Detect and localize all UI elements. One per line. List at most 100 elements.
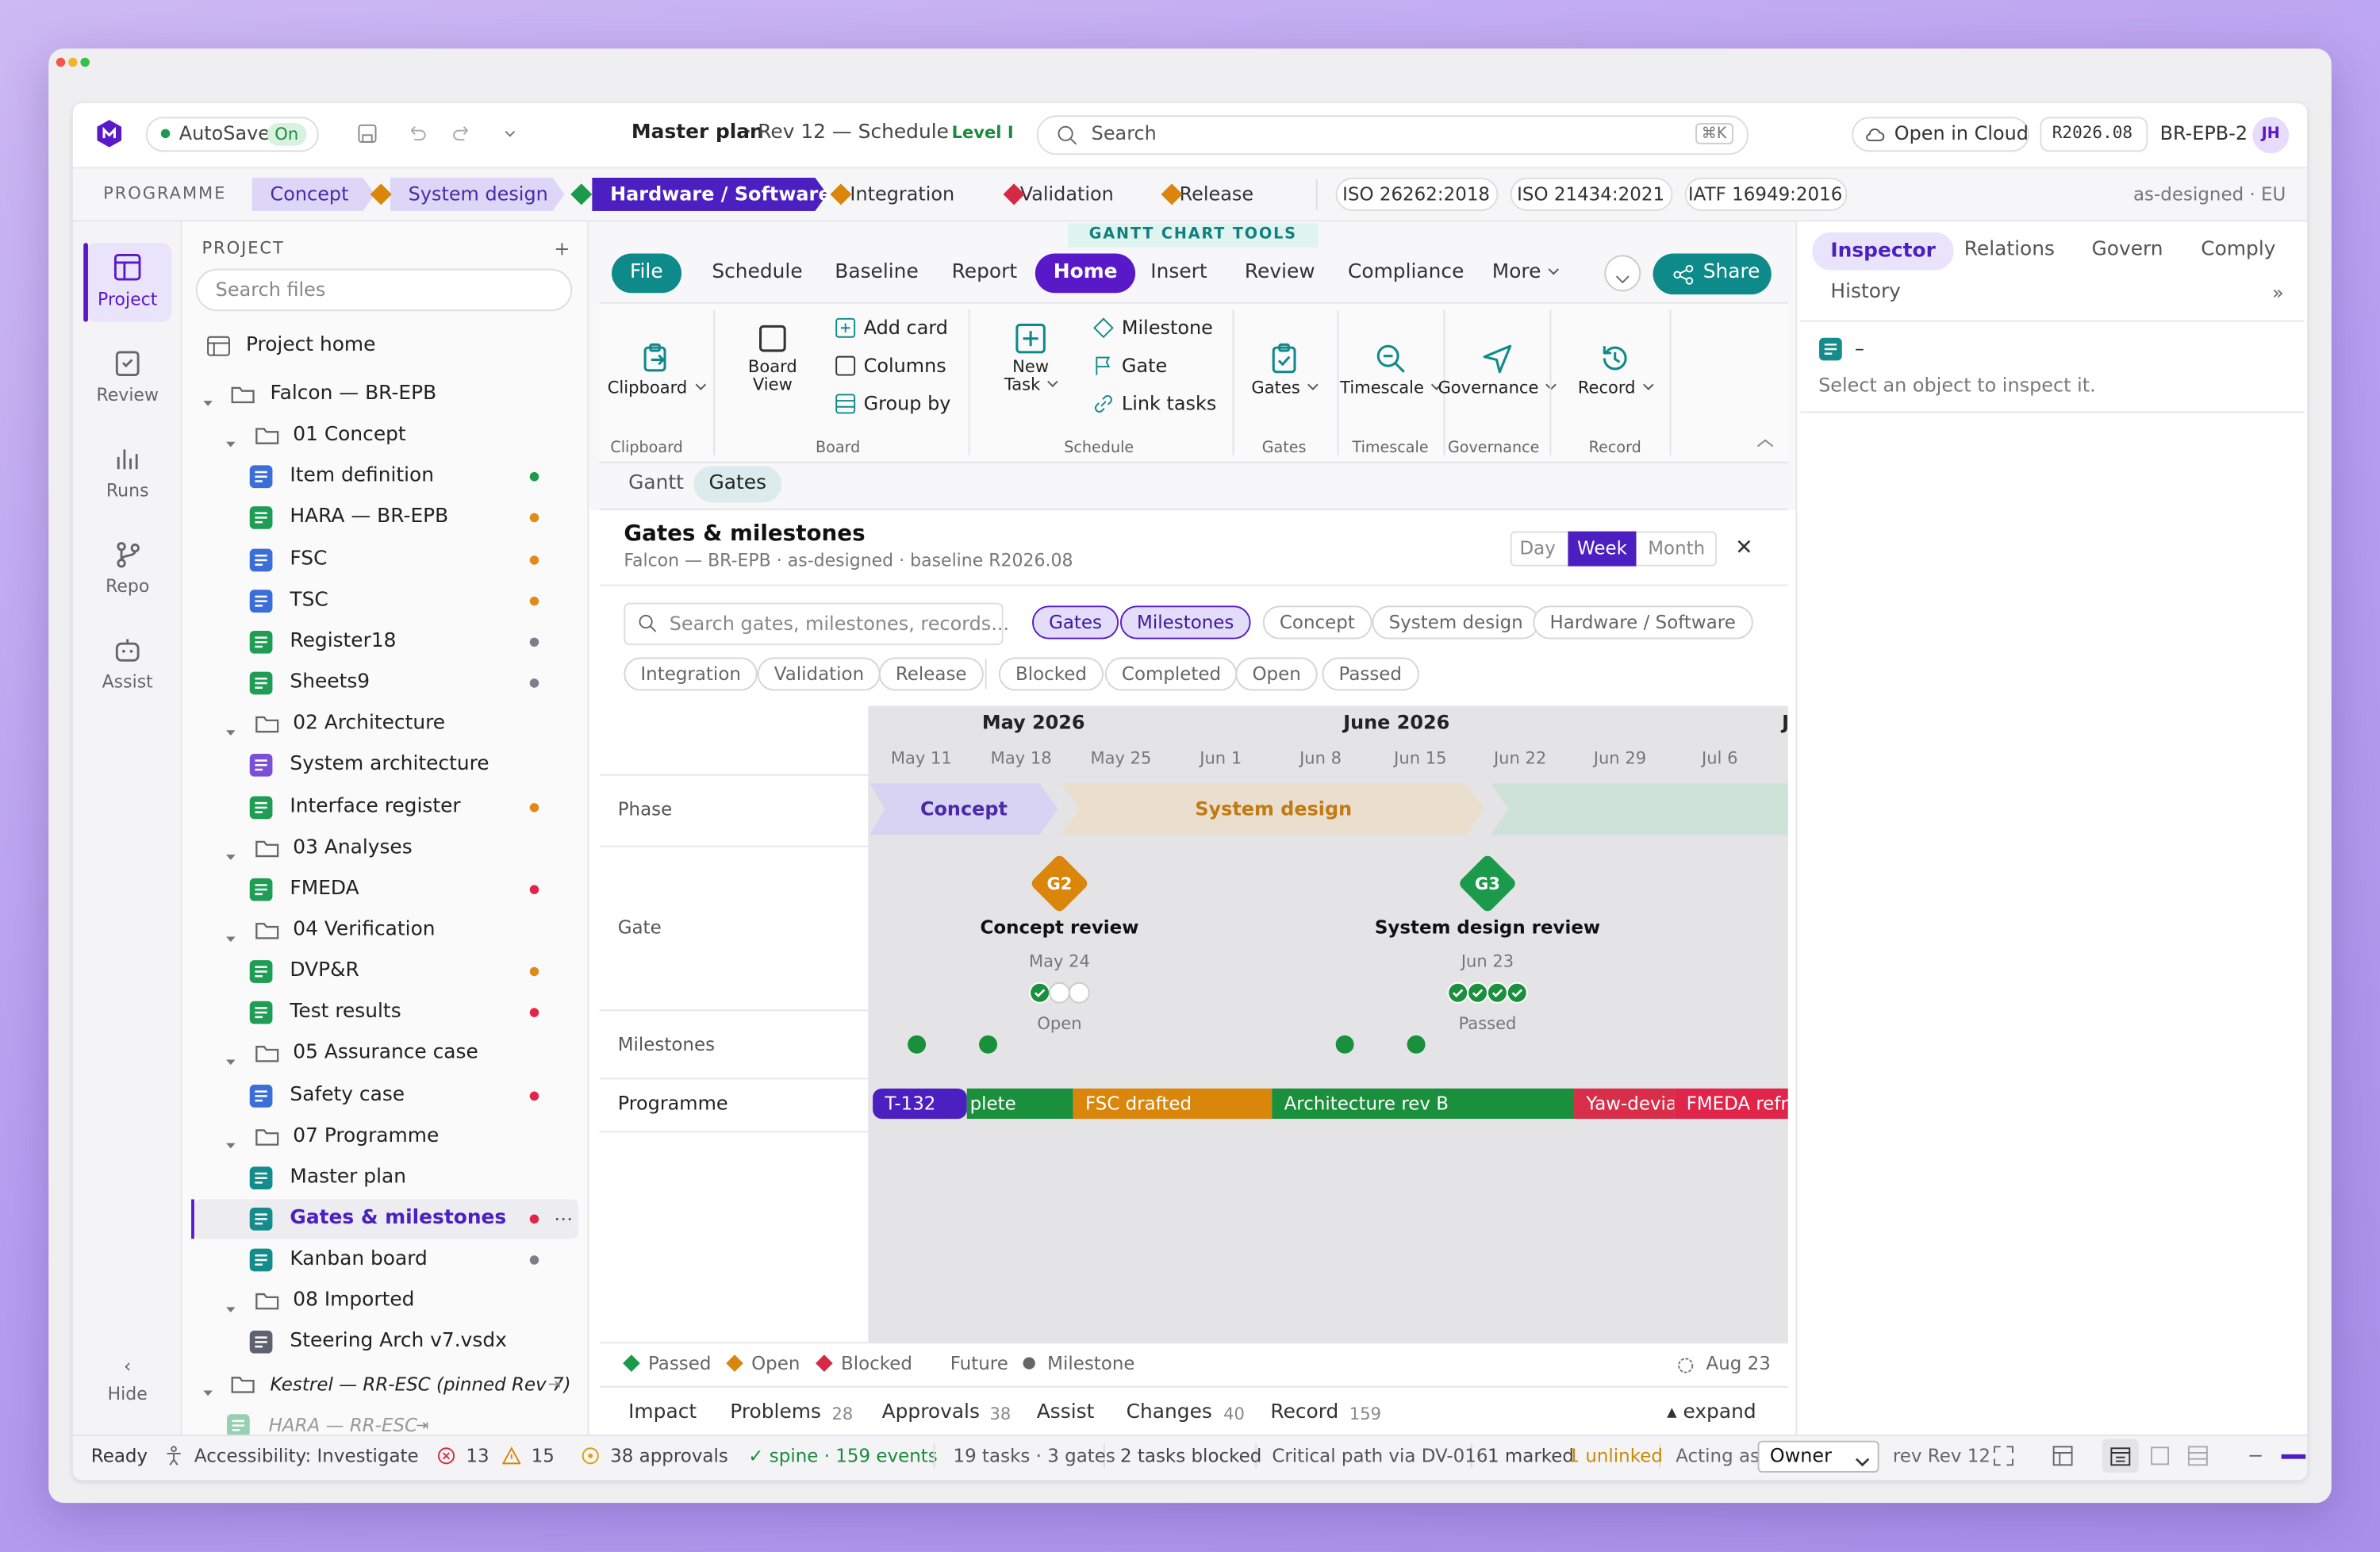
phase-label[interactable]: Release (1179, 182, 1254, 206)
view-tab[interactable]: Gantt (628, 472, 684, 495)
tree-item[interactable]: Kestrel — RR-ESC (pinned Rev 7) (270, 1373, 571, 1395)
filter-chip[interactable]: Validation (757, 657, 881, 691)
ribbon-tab[interactable]: File (612, 253, 681, 294)
filter-search[interactable] (624, 602, 1004, 646)
filter-chip[interactable]: Concept (1262, 605, 1372, 640)
ribbon-button[interactable]: Clipboard (608, 374, 704, 404)
tree-item[interactable]: Register18 (290, 629, 397, 653)
status-spine[interactable]: ✓ spine · 159 events (748, 1445, 938, 1467)
phase-label[interactable]: Concept (270, 182, 349, 206)
tree-item[interactable]: Safety case (290, 1083, 405, 1106)
rail-label[interactable]: Assist (102, 670, 153, 693)
ribbon-small-button[interactable]: Link tasks (1121, 391, 1217, 415)
inspector-more[interactable]: » (2272, 280, 2284, 304)
rail-collapse[interactable]: ‹ (123, 1354, 132, 1377)
expand[interactable]: ▴ expand (1667, 1400, 1756, 1424)
view-tab[interactable]: Gates (693, 466, 782, 503)
status-accessibility[interactable]: Accessibility: Investigate (194, 1445, 419, 1467)
rail-hide[interactable]: Hide (107, 1382, 148, 1404)
tree-item[interactable]: Item definition (290, 465, 435, 488)
filter-chip[interactable]: Passed (1322, 657, 1419, 691)
ribbon-collapse[interactable] (1604, 255, 1641, 292)
tree-item[interactable]: 04 Verification (293, 918, 436, 942)
ribbon-small-button[interactable]: Group by (863, 391, 951, 415)
filter-chip[interactable]: Completed (1104, 657, 1238, 691)
ribbon-tab[interactable]: Review (1244, 261, 1315, 284)
ribbon-tab[interactable]: Report (951, 261, 1018, 284)
ribbon-button[interactable]: Governance (1438, 374, 1555, 404)
cloud-button[interactable] (1852, 117, 2030, 152)
sidebar-search[interactable] (195, 268, 573, 312)
tree-item[interactable]: DVP&R (290, 959, 359, 983)
tree-item[interactable]: 02 Architecture (293, 712, 446, 736)
ribbon-tab[interactable]: Compliance (1347, 261, 1464, 284)
tree-item[interactable]: 05 Assurance case (293, 1042, 478, 1065)
filter-chip[interactable]: Milestones (1119, 605, 1251, 640)
phase-step[interactable] (390, 178, 565, 211)
scale-option[interactable]: Week (1576, 537, 1627, 559)
share-button[interactable] (1653, 253, 1772, 295)
ribbon-button[interactable]: Timescale (1340, 374, 1441, 404)
tree-item[interactable]: Test results (290, 1001, 401, 1024)
status-unlinked[interactable]: 1 unlinked (1568, 1445, 1663, 1467)
status-critical[interactable]: Critical path via DV-016 (1272, 1445, 1488, 1467)
filter-chip[interactable]: Release (878, 657, 984, 691)
inspector-tab[interactable]: Govern (2091, 238, 2163, 262)
view-active[interactable] (2102, 1439, 2139, 1473)
filter-chip[interactable]: Integration (624, 657, 758, 691)
bottom-tab[interactable]: Assist (1036, 1400, 1095, 1424)
tree-item[interactable]: 07 Programme (293, 1124, 440, 1147)
rail-label[interactable]: Repo (106, 575, 150, 597)
role-select[interactable] (1757, 1440, 1879, 1473)
bottom-tab[interactable]: Changes (1126, 1400, 1212, 1424)
rail-label[interactable]: Project (98, 288, 158, 310)
tree-item[interactable]: Kanban board (290, 1247, 428, 1271)
ribbon-small-button[interactable]: Gate (1121, 353, 1168, 377)
phase-label[interactable]: Integration (850, 182, 955, 206)
status-approvals[interactable]: 38 approvals (610, 1445, 728, 1467)
scale-option[interactable]: Month (1648, 537, 1706, 559)
filter-chip[interactable]: Open (1235, 657, 1318, 691)
tree-more[interactable]: ⋯ (554, 1207, 574, 1230)
inspector-tab[interactable]: History (1830, 280, 1901, 304)
ribbon-tab[interactable]: More (1492, 258, 1558, 288)
phase-step[interactable] (252, 178, 375, 211)
phase-label[interactable]: Hardware / Software (610, 182, 831, 206)
ribbon-tab[interactable]: Schedule (712, 261, 803, 284)
ribbon-small-button[interactable]: Add card (863, 315, 948, 339)
filter-chip[interactable]: Gates (1032, 605, 1119, 640)
rail-label[interactable]: Runs (106, 479, 149, 501)
tree-item[interactable]: 03 Analyses (293, 836, 413, 859)
filter-chip[interactable]: Blocked (998, 657, 1104, 691)
inspector-tab[interactable]: Comply (2201, 238, 2276, 262)
ribbon-tab[interactable]: Baseline (835, 261, 919, 284)
rail-label[interactable]: Review (96, 384, 159, 405)
ribbon-small-button[interactable]: Columns (863, 353, 946, 377)
avatar[interactable]: JH (2252, 117, 2290, 154)
bottom-tab[interactable]: Record (1270, 1400, 1339, 1424)
sidebar-add[interactable]: + (554, 236, 570, 260)
share-label[interactable]: Share (1702, 261, 1760, 284)
ribbon-button[interactable]: New Task (994, 358, 1067, 395)
search-box[interactable] (1036, 115, 1749, 156)
phase-label[interactable]: System design (408, 182, 548, 206)
tree-item[interactable]: Sheets9 (290, 670, 370, 694)
tree-item[interactable]: FMEDA (290, 877, 359, 901)
bottom-tab[interactable]: Impact (628, 1400, 697, 1424)
ribbon-tab[interactable]: Insert (1150, 261, 1207, 284)
ribbon-button[interactable]: Record (1578, 374, 1653, 404)
inspector-tab[interactable]: Inspector (1812, 232, 1954, 271)
tree-item[interactable]: FSC (290, 547, 328, 570)
tree-item[interactable]: 08 Imported (293, 1289, 415, 1312)
tree-item[interactable]: HARA — RR-ESC (268, 1414, 418, 1436)
tree-item[interactable]: TSC (290, 588, 328, 612)
ribbon-small-button[interactable]: Milestone (1121, 315, 1213, 339)
phase-step[interactable] (592, 178, 827, 211)
tree-item[interactable]: Gates & milestones (290, 1207, 507, 1230)
tree-item[interactable]: Interface register (290, 794, 461, 818)
filter-chip[interactable]: System design (1372, 605, 1540, 640)
ribbon-tab[interactable]: Home (1035, 253, 1136, 294)
tree-item[interactable]: Master plan (290, 1166, 407, 1189)
tree-item[interactable]: System architecture (290, 753, 489, 777)
tree-item[interactable]: HARA — BR-EPB (290, 505, 449, 529)
